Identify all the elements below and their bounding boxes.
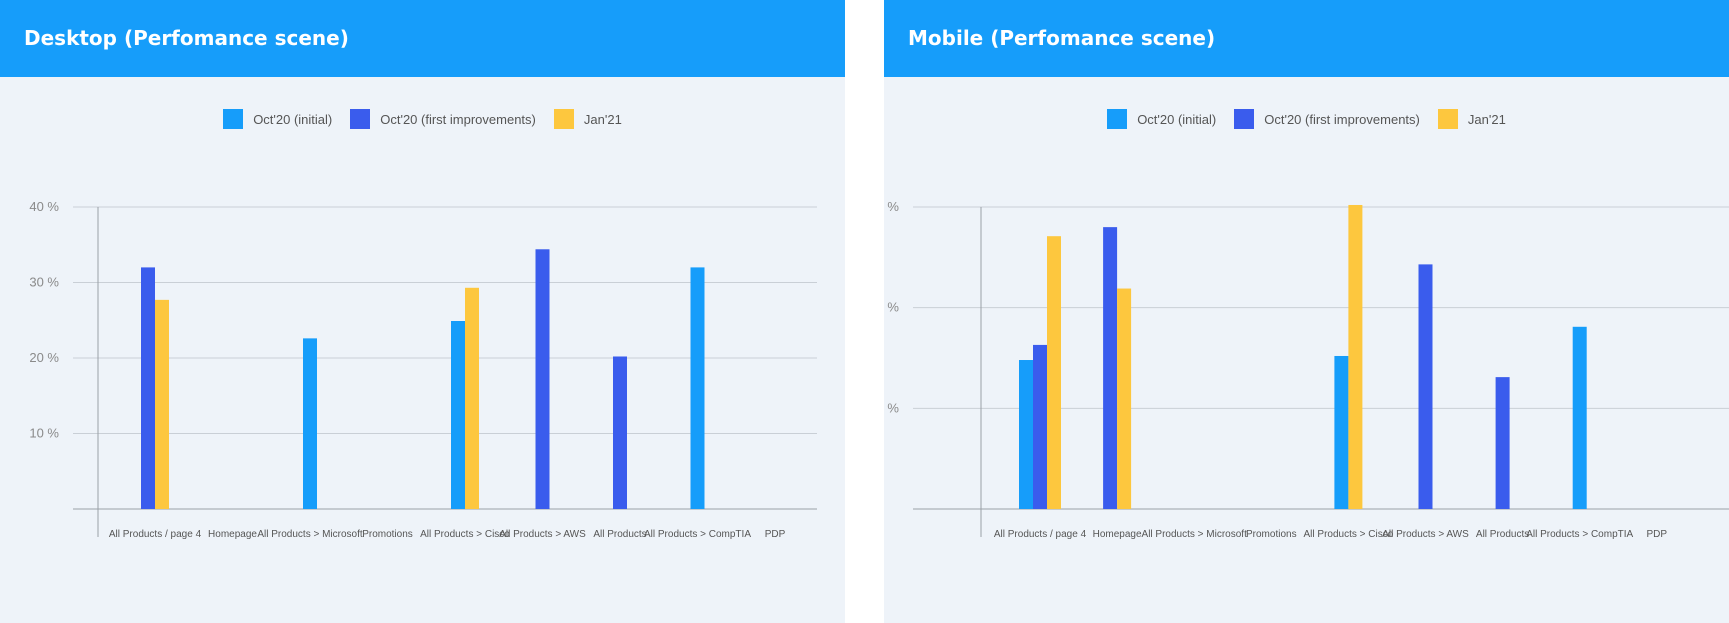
legend-item-initial: Oct'20 (initial) <box>1107 109 1216 129</box>
legend-label: Oct'20 (first improvements) <box>380 111 536 127</box>
x-tick-label: All Products > AWS <box>499 529 586 540</box>
legend-item-first-improvements: Oct'20 (first improvements) <box>1234 109 1420 129</box>
bar <box>155 299 169 509</box>
x-tick-label: PDP <box>1647 529 1668 540</box>
legend-item-first-improvements: Oct'20 (first improvements) <box>350 109 536 129</box>
bar <box>1334 355 1349 509</box>
x-tick-label: Promotions <box>1246 529 1297 540</box>
legend-item-jan21: Jan'21 <box>1437 109 1506 129</box>
panel-header: Desktop (Perfomance scene) <box>0 0 845 77</box>
bar <box>613 356 627 509</box>
y-tick-label: 40 % <box>29 199 59 214</box>
legend-label: Jan'21 <box>1467 111 1506 127</box>
bar <box>1117 288 1132 509</box>
x-tick-label: All Products / page 4 <box>109 529 202 540</box>
bar <box>141 267 155 509</box>
panel-header: Mobile (Perfomance scene) <box>884 0 1729 77</box>
legend-swatch <box>223 109 244 129</box>
y-tick-label: 10 % <box>29 426 59 441</box>
x-tick-label: All Products <box>1476 529 1529 540</box>
y-tick-label: 30 % <box>884 199 899 214</box>
x-tick-label: All Products > AWS <box>1382 529 1469 540</box>
x-tick-label: All Products / page 4 <box>994 529 1087 540</box>
legend-item-initial: Oct'20 (initial) <box>223 109 332 129</box>
x-tick-label: All Products > Cisco <box>420 529 510 540</box>
x-tick-label: All Products > CompTIA <box>644 529 751 540</box>
legend-swatch <box>350 109 371 129</box>
legend-label: Oct'20 (first improvements) <box>1264 111 1420 127</box>
desktop-panel: Desktop (Perfomance scene) Oct'20 (initi… <box>0 0 845 623</box>
legend-label: Jan'21 <box>583 111 622 127</box>
y-tick-label: 20 % <box>29 350 59 365</box>
legend-label: Oct'20 (initial) <box>1137 111 1217 127</box>
desktop-bar-chart: 10 % 20 % 30 % 40 % All Products / page 4 Hom… <box>29 199 817 540</box>
bar <box>1495 377 1510 509</box>
x-tick-label: All Products > Microsoft <box>257 529 363 540</box>
panel-title: Mobile (Perfomance scene) <box>908 26 1216 50</box>
y-tick-label: 10 % <box>884 400 899 415</box>
legend-swatch <box>1107 109 1128 129</box>
y-tick-label: 20 % <box>884 300 899 315</box>
bar <box>1033 344 1047 509</box>
x-tick-label: All Products > Microsoft <box>1142 529 1248 540</box>
legend: Oct'20 (initial) Oct'20 (first improveme… <box>0 109 845 129</box>
bar <box>465 287 479 509</box>
y-tick-label: 30 % <box>29 275 59 290</box>
mobile-bar-chart: 10 % 20 % 30 % All Products / page 4 Homepag… <box>884 199 1729 540</box>
bar <box>690 267 705 509</box>
mobile-panel: Mobile (Perfomance scene) Oct'20 (initia… <box>884 0 1729 623</box>
legend-label: Oct'20 (initial) <box>253 111 333 127</box>
bar <box>1019 360 1033 509</box>
x-tick-label: All Products > CompTIA <box>1526 529 1633 540</box>
x-tick-label: All Products > Cisco <box>1304 529 1394 540</box>
legend-item-jan21: Jan'21 <box>553 109 622 129</box>
x-tick-label: All Products <box>593 529 646 540</box>
bar <box>303 338 317 509</box>
bar <box>1103 227 1118 509</box>
legend-swatch <box>553 109 574 129</box>
x-tick-label: Homepage <box>1093 529 1142 540</box>
x-tick-label: Promotions <box>362 529 413 540</box>
panel-title: Desktop (Perfomance scene) <box>24 26 349 50</box>
bar <box>451 321 465 509</box>
legend-swatch <box>1437 109 1458 129</box>
bar <box>1348 204 1363 509</box>
x-tick-label: Homepage <box>208 529 257 540</box>
x-tick-label: PDP <box>765 529 786 540</box>
legend: Oct'20 (initial) Oct'20 (first improveme… <box>884 109 1729 129</box>
legend-swatch <box>1234 109 1255 129</box>
bar <box>1572 326 1587 509</box>
bar <box>535 249 550 509</box>
bar <box>1418 264 1433 509</box>
bar <box>1047 236 1061 509</box>
